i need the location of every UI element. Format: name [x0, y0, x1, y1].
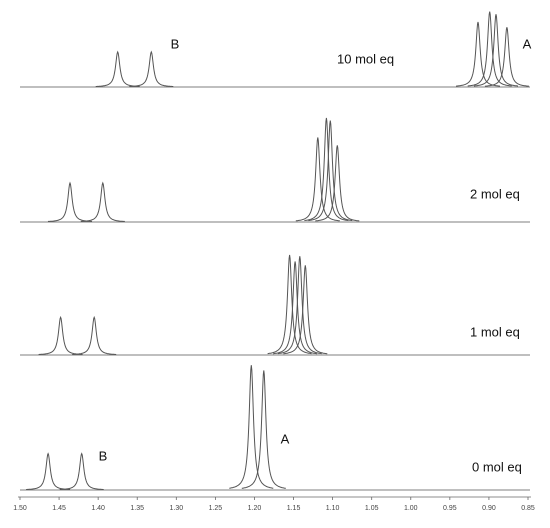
peak	[273, 261, 318, 355]
peak	[229, 365, 274, 489]
series-label: 1 mol eq	[470, 324, 520, 339]
annotation: A	[281, 431, 290, 446]
x-tick-label: 1.25	[209, 505, 223, 512]
peak	[484, 27, 529, 87]
peak	[241, 370, 286, 489]
x-tick-label: 1.45	[52, 505, 66, 512]
annotation: B	[99, 448, 108, 463]
x-tick-label: 1.30	[169, 505, 183, 512]
annotation: B	[171, 36, 180, 51]
peak	[283, 265, 328, 355]
peak	[315, 145, 360, 222]
peak	[80, 181, 125, 222]
annotation: A	[523, 36, 532, 51]
peak	[308, 120, 353, 222]
peak	[95, 50, 140, 87]
peak	[474, 14, 518, 87]
peak	[38, 315, 83, 355]
peak	[59, 452, 104, 490]
peak	[304, 117, 349, 222]
peak	[129, 50, 174, 87]
x-tick-label: 1.10	[326, 505, 340, 512]
series-label: 10 mol eq	[337, 51, 394, 66]
peak	[26, 452, 71, 490]
series-label: 2 mol eq	[470, 186, 520, 201]
peak	[72, 315, 117, 355]
x-tick-label: 0.85	[521, 505, 535, 512]
x-tick-label: 1.50	[13, 505, 27, 512]
x-tick-label: 1.20	[248, 505, 262, 512]
peak	[277, 256, 322, 355]
x-tick-label: 1.40	[91, 505, 105, 512]
x-tick-label: 1.05	[365, 505, 379, 512]
x-tick-label: 1.35	[130, 505, 144, 512]
peak	[267, 254, 312, 355]
x-tick-label: 0.90	[482, 505, 496, 512]
x-tick-label: 1.00	[404, 505, 418, 512]
x-tick-label: 0.95	[443, 505, 457, 512]
series-label: 0 mol eq	[472, 459, 522, 474]
peak	[467, 11, 512, 87]
x-tick-label: 1.15	[287, 505, 301, 512]
peak	[47, 181, 93, 222]
peak	[295, 137, 340, 222]
